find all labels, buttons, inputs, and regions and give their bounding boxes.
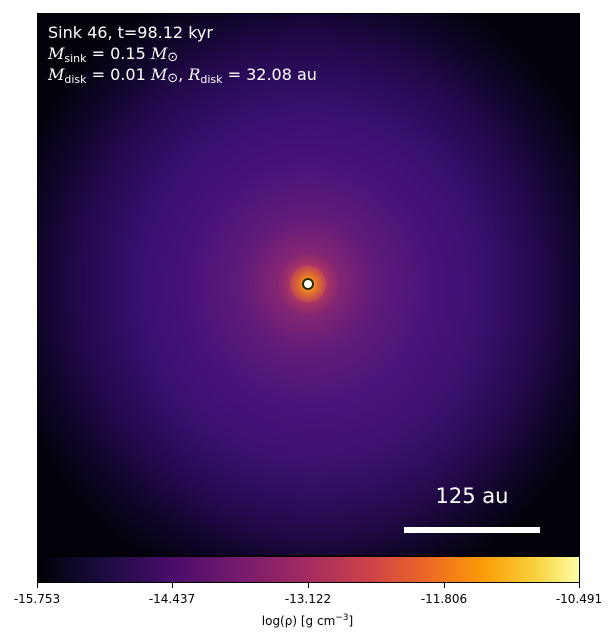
disk-label: Mdisk = 0.01 M⊙, Rdisk = 32.08 au: [48, 65, 317, 86]
colorbar-tick-label: -13.122: [284, 592, 332, 606]
colorbar-tick: [172, 583, 173, 588]
colorbar-tick-label: -10.491: [555, 592, 603, 606]
colorbar-tick: [308, 583, 309, 588]
density-map: Sink 46, t=98.12 kyr Msink = 0.15 M⊙ Mdi…: [37, 13, 580, 556]
scalebar: [404, 527, 540, 533]
sink-time-label: Sink 46, t=98.12 kyr: [48, 23, 213, 42]
scalebar-label: 125 au: [435, 484, 509, 508]
colorbar: [37, 556, 580, 583]
colorbar-label: log(ρ) [g cm−3]: [261, 613, 354, 628]
colorbar-tick: [579, 583, 580, 588]
colorbar-tick-label: -11.806: [420, 592, 468, 606]
colorbar-tick: [444, 583, 445, 588]
colorbar-tick-label: -15.753: [13, 592, 61, 606]
sink-marker: [302, 278, 314, 290]
colorbar-tick-label: -14.437: [148, 592, 196, 606]
sink-mass-label: Msink = 0.15 M⊙: [48, 44, 179, 65]
colorbar-tick: [37, 583, 38, 588]
